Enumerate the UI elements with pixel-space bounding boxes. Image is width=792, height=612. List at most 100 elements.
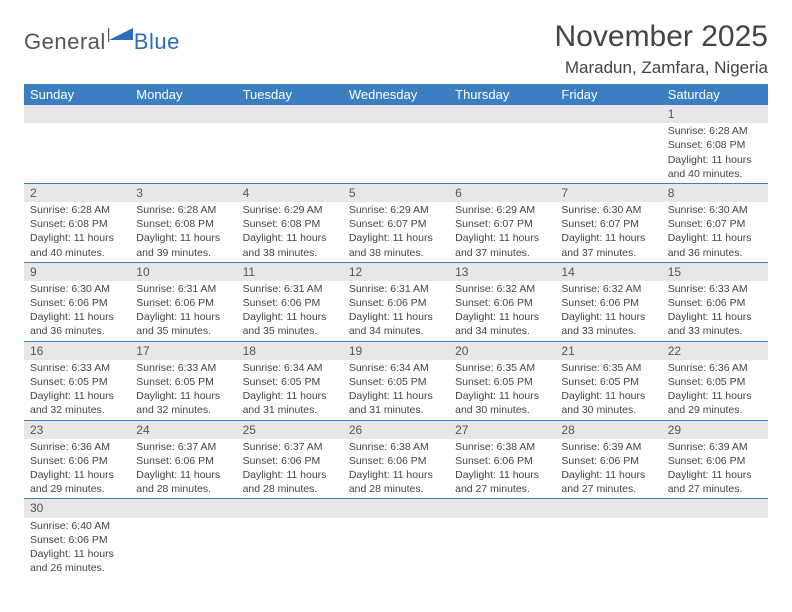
day-details: Sunrise: 6:32 AMSunset: 6:06 PMDaylight:… [555,281,661,341]
sunrise-line: Sunrise: 6:32 AM [561,282,655,296]
day-number: 5 [343,184,449,202]
sunrise-line: Sunrise: 6:29 AM [349,203,443,217]
daylight-line: Daylight: 11 hours and 27 minutes. [561,468,655,496]
daylight-line: Daylight: 11 hours and 29 minutes. [668,389,762,417]
sunset-line: Sunset: 6:06 PM [136,454,230,468]
day-details: Sunrise: 6:35 AMSunset: 6:05 PMDaylight:… [555,360,661,420]
calendar-cell: 11Sunrise: 6:31 AMSunset: 6:06 PMDayligh… [237,262,343,341]
header: General Blue November 2025 Maradun, Zamf… [24,20,768,78]
calendar-cell [449,105,555,183]
day-number: 15 [662,263,768,281]
calendar-cell: 25Sunrise: 6:37 AMSunset: 6:06 PMDayligh… [237,420,343,499]
sunset-line: Sunset: 6:05 PM [668,375,762,389]
day-number: 20 [449,342,555,360]
calendar-row: 9Sunrise: 6:30 AMSunset: 6:06 PMDaylight… [24,262,768,341]
daylight-line: Daylight: 11 hours and 32 minutes. [30,389,124,417]
day-number-empty [555,105,661,123]
calendar-cell: 6Sunrise: 6:29 AMSunset: 6:07 PMDaylight… [449,183,555,262]
calendar-row: 16Sunrise: 6:33 AMSunset: 6:05 PMDayligh… [24,341,768,420]
sunset-line: Sunset: 6:05 PM [349,375,443,389]
daylight-line: Daylight: 11 hours and 40 minutes. [668,153,762,181]
calendar-cell [130,499,236,577]
calendar-cell [343,105,449,183]
calendar-cell: 15Sunrise: 6:33 AMSunset: 6:06 PMDayligh… [662,262,768,341]
calendar-cell: 22Sunrise: 6:36 AMSunset: 6:05 PMDayligh… [662,341,768,420]
calendar-row: 2Sunrise: 6:28 AMSunset: 6:08 PMDaylight… [24,183,768,262]
daylight-line: Daylight: 11 hours and 37 minutes. [561,231,655,259]
day-details: Sunrise: 6:29 AMSunset: 6:07 PMDaylight:… [343,202,449,262]
day-details: Sunrise: 6:36 AMSunset: 6:06 PMDaylight:… [24,439,130,499]
day-header: Tuesday [237,84,343,105]
day-details: Sunrise: 6:28 AMSunset: 6:08 PMDaylight:… [662,123,768,183]
sunrise-line: Sunrise: 6:30 AM [30,282,124,296]
day-number: 18 [237,342,343,360]
calendar-cell: 23Sunrise: 6:36 AMSunset: 6:06 PMDayligh… [24,420,130,499]
day-details: Sunrise: 6:34 AMSunset: 6:05 PMDaylight:… [237,360,343,420]
day-header: Friday [555,84,661,105]
sunrise-line: Sunrise: 6:39 AM [668,440,762,454]
title-block: November 2025 Maradun, Zamfara, Nigeria [555,20,768,78]
day-details: Sunrise: 6:35 AMSunset: 6:05 PMDaylight:… [449,360,555,420]
calendar-cell [449,499,555,577]
sunrise-line: Sunrise: 6:34 AM [243,361,337,375]
calendar-cell: 20Sunrise: 6:35 AMSunset: 6:05 PMDayligh… [449,341,555,420]
day-details: Sunrise: 6:31 AMSunset: 6:06 PMDaylight:… [237,281,343,341]
day-details: Sunrise: 6:33 AMSunset: 6:06 PMDaylight:… [662,281,768,341]
day-details: Sunrise: 6:38 AMSunset: 6:06 PMDaylight:… [343,439,449,499]
day-details: Sunrise: 6:28 AMSunset: 6:08 PMDaylight:… [24,202,130,262]
daylight-line: Daylight: 11 hours and 38 minutes. [349,231,443,259]
day-number: 23 [24,421,130,439]
calendar-cell: 4Sunrise: 6:29 AMSunset: 6:08 PMDaylight… [237,183,343,262]
day-number: 30 [24,499,130,517]
sunrise-line: Sunrise: 6:40 AM [30,519,124,533]
day-details: Sunrise: 6:29 AMSunset: 6:08 PMDaylight:… [237,202,343,262]
day-number: 6 [449,184,555,202]
calendar-cell [343,499,449,577]
daylight-line: Daylight: 11 hours and 32 minutes. [136,389,230,417]
day-details: Sunrise: 6:33 AMSunset: 6:05 PMDaylight:… [130,360,236,420]
day-number-empty [662,499,768,517]
calendar-cell: 18Sunrise: 6:34 AMSunset: 6:05 PMDayligh… [237,341,343,420]
day-header: Monday [130,84,236,105]
day-details: Sunrise: 6:32 AMSunset: 6:06 PMDaylight:… [449,281,555,341]
day-details: Sunrise: 6:28 AMSunset: 6:08 PMDaylight:… [130,202,236,262]
daylight-line: Daylight: 11 hours and 30 minutes. [455,389,549,417]
sunset-line: Sunset: 6:06 PM [136,296,230,310]
sunset-line: Sunset: 6:06 PM [243,454,337,468]
calendar-cell: 1Sunrise: 6:28 AMSunset: 6:08 PMDaylight… [662,105,768,183]
day-number-empty [130,499,236,517]
day-number: 16 [24,342,130,360]
day-details: Sunrise: 6:38 AMSunset: 6:06 PMDaylight:… [449,439,555,499]
daylight-line: Daylight: 11 hours and 36 minutes. [30,310,124,338]
sunset-line: Sunset: 6:05 PM [561,375,655,389]
day-details: Sunrise: 6:37 AMSunset: 6:06 PMDaylight:… [130,439,236,499]
sunrise-line: Sunrise: 6:31 AM [243,282,337,296]
sunrise-line: Sunrise: 6:33 AM [136,361,230,375]
calendar-cell: 14Sunrise: 6:32 AMSunset: 6:06 PMDayligh… [555,262,661,341]
day-details: Sunrise: 6:39 AMSunset: 6:06 PMDaylight:… [555,439,661,499]
calendar-cell: 9Sunrise: 6:30 AMSunset: 6:06 PMDaylight… [24,262,130,341]
calendar-cell: 21Sunrise: 6:35 AMSunset: 6:05 PMDayligh… [555,341,661,420]
sunset-line: Sunset: 6:08 PM [136,217,230,231]
calendar-row: 23Sunrise: 6:36 AMSunset: 6:06 PMDayligh… [24,420,768,499]
day-number: 7 [555,184,661,202]
day-number: 4 [237,184,343,202]
calendar-cell [555,499,661,577]
sunset-line: Sunset: 6:06 PM [243,296,337,310]
day-number: 29 [662,421,768,439]
day-number: 10 [130,263,236,281]
daylight-line: Daylight: 11 hours and 36 minutes. [668,231,762,259]
day-header: Saturday [662,84,768,105]
daylight-line: Daylight: 11 hours and 35 minutes. [136,310,230,338]
calendar-cell: 3Sunrise: 6:28 AMSunset: 6:08 PMDaylight… [130,183,236,262]
day-details: Sunrise: 6:30 AMSunset: 6:07 PMDaylight:… [555,202,661,262]
day-number: 28 [555,421,661,439]
daylight-line: Daylight: 11 hours and 28 minutes. [136,468,230,496]
daylight-line: Daylight: 11 hours and 33 minutes. [561,310,655,338]
day-number: 24 [130,421,236,439]
daylight-line: Daylight: 11 hours and 28 minutes. [349,468,443,496]
day-details: Sunrise: 6:39 AMSunset: 6:06 PMDaylight:… [662,439,768,499]
calendar-cell [662,499,768,577]
calendar-cell: 16Sunrise: 6:33 AMSunset: 6:05 PMDayligh… [24,341,130,420]
day-details: Sunrise: 6:31 AMSunset: 6:06 PMDaylight:… [343,281,449,341]
